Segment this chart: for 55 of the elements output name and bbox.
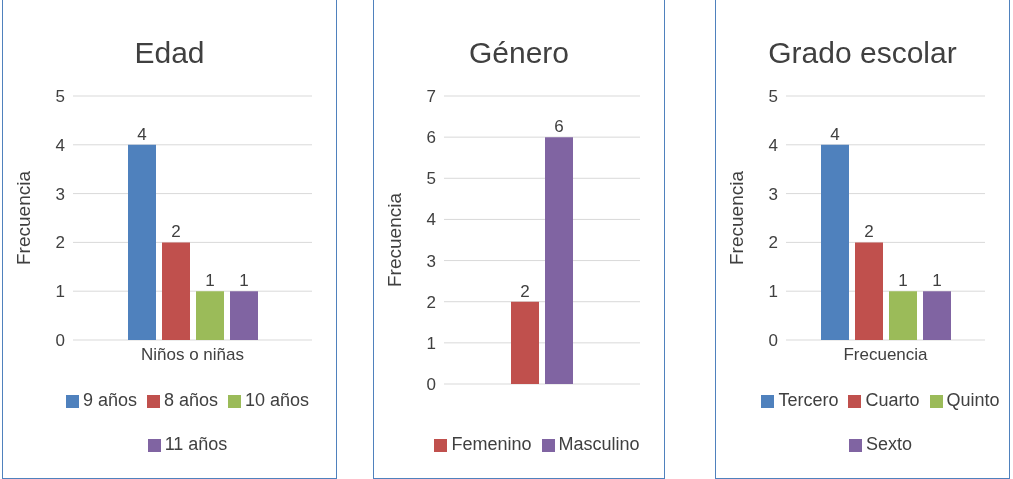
y-tick-label: 0 [55, 331, 65, 351]
data-label: 2 [864, 222, 874, 242]
y-tick-label: 4 [768, 135, 778, 155]
y-tick-label: 6 [426, 128, 436, 148]
legend-label: 11 años [164, 434, 228, 454]
data-label: 4 [137, 124, 147, 144]
data-label: 1 [898, 271, 908, 291]
bar [889, 291, 917, 340]
x-tick-label: Niños o niñas [140, 345, 245, 365]
data-label: 1 [205, 271, 215, 291]
y-axis-title: Frecuencia [12, 170, 34, 265]
legend-label: Sexto [865, 434, 913, 454]
y-tick-label: 1 [55, 282, 65, 302]
y-axis-title: Frecuencia [725, 170, 747, 265]
legend-label: 9 años [82, 390, 137, 410]
data-label: 1 [932, 271, 942, 291]
y-tick-label: 4 [426, 210, 436, 230]
y-tick-label: 4 [55, 135, 65, 155]
y-tick-label: 0 [768, 331, 778, 351]
bar [821, 144, 849, 340]
y-tick-label: 0 [426, 375, 436, 395]
y-tick-label: 7 [426, 87, 436, 107]
chart-title: Grado escolar [767, 36, 958, 71]
chart-title: Edad [133, 36, 206, 71]
y-tick-label: 3 [55, 184, 65, 204]
bar [196, 291, 224, 340]
bar [923, 291, 951, 340]
y-tick-label: 3 [768, 184, 778, 204]
data-label: 2 [520, 281, 530, 301]
bar [230, 291, 258, 340]
y-tick-label: 5 [768, 87, 778, 107]
data-label: 1 [239, 271, 249, 291]
data-label: 6 [554, 117, 564, 137]
y-tick-label: 5 [426, 169, 436, 189]
y-tick-label: 1 [768, 282, 778, 302]
bar [128, 144, 156, 340]
y-tick-label: 2 [426, 292, 436, 312]
y-tick-label: 1 [426, 333, 436, 353]
legend-label: 10 años [245, 390, 310, 410]
y-tick-label: 5 [55, 87, 65, 107]
chart-title: Género [467, 36, 571, 71]
legend-label: 8 años [163, 390, 219, 410]
bar [162, 242, 190, 340]
data-label: 4 [830, 124, 840, 144]
legend-label: Tercero [778, 390, 839, 410]
legend-label: Femenino [451, 434, 532, 454]
data-label: 2 [171, 222, 181, 242]
legend-label: Quinto [946, 390, 1000, 410]
y-axis-title: Frecuencia [383, 192, 405, 287]
y-tick-label: 2 [55, 233, 65, 253]
legend-label: Masculino [558, 434, 640, 454]
legend-label: Cuarto [865, 390, 920, 410]
bar [855, 242, 883, 340]
y-tick-label: 3 [426, 251, 436, 271]
y-tick-label: 2 [768, 233, 778, 253]
